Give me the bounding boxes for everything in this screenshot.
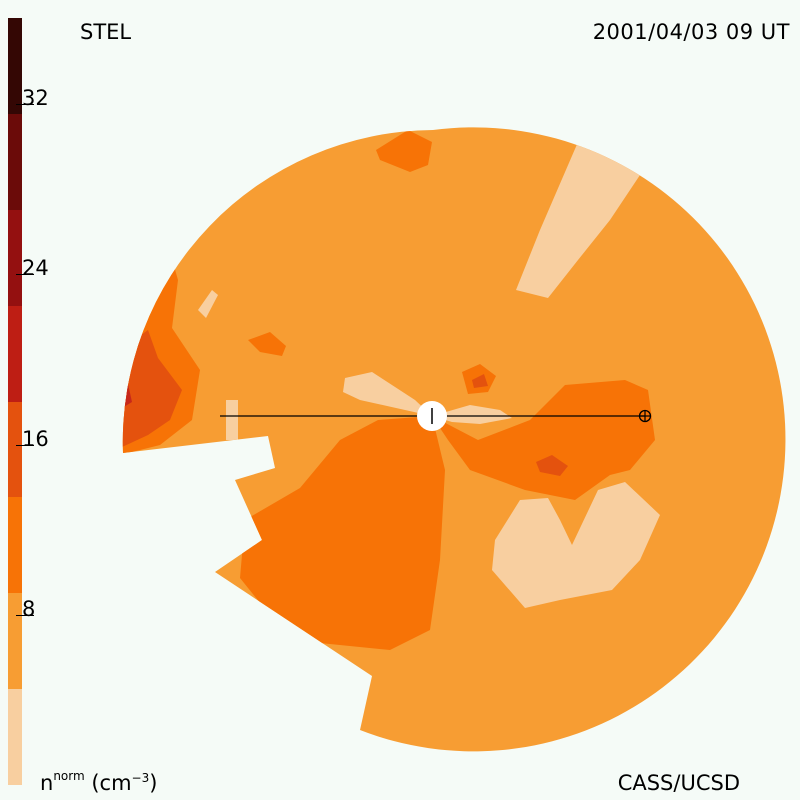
colorbar-tick	[16, 614, 34, 616]
colorbar-segment	[8, 113, 22, 210]
colorbar-segment	[8, 18, 22, 115]
observatory-label: STEL	[80, 20, 132, 44]
colorbar-segment	[8, 305, 22, 402]
colorbar-segment	[8, 401, 22, 498]
unit-base: n	[40, 771, 54, 795]
earth-icon	[638, 409, 652, 423]
mid-density-region-north-blob	[376, 130, 432, 172]
colorbar-segment	[8, 592, 22, 689]
low-density-region-north	[516, 142, 650, 298]
low-density-region-sun-east	[432, 405, 512, 424]
colorbar-tick	[16, 104, 34, 106]
mid-density-region-southwest	[240, 416, 445, 650]
unit-paren-open: (cm	[84, 771, 132, 795]
high-density-region-east	[536, 455, 568, 476]
colorbar-tick	[16, 274, 34, 276]
mid-density-region-west-speck	[248, 332, 286, 356]
high-density-region-west	[122, 330, 182, 447]
low-density-region-west-strip	[226, 400, 238, 440]
sun-icon	[417, 401, 447, 431]
low-density-region-northwest-speck	[198, 290, 218, 318]
timestamp-label: 2001/04/03 09 UT	[592, 20, 790, 44]
colorbar-segment	[8, 688, 22, 785]
mid-density-region-east	[432, 380, 655, 500]
unit-exponent: −3	[131, 771, 150, 785]
colorbar-segment	[8, 496, 22, 593]
unit-label: nnorm (cm−3)	[40, 770, 157, 794]
high-density-region-center	[472, 374, 488, 388]
density-field	[122, 127, 786, 752]
unit-paren-close: )	[149, 771, 158, 795]
unit-superscript: norm	[53, 769, 85, 783]
colorbar-tick-label: 32	[22, 86, 49, 111]
colorbar-tick	[16, 444, 34, 446]
colorbar-tick-label: 16	[22, 426, 49, 451]
colorbar-segment	[8, 209, 22, 306]
low-density-region-sun-west	[343, 372, 432, 416]
colorbar: 32 24 16 8	[8, 18, 49, 785]
low-density-region-southeast	[492, 482, 660, 608]
colorbar-tick-label: 8	[22, 596, 36, 621]
credit-label: CASS/UCSD	[617, 771, 740, 795]
base-density-region	[122, 127, 786, 752]
colorbar-tick-label: 24	[22, 256, 49, 281]
